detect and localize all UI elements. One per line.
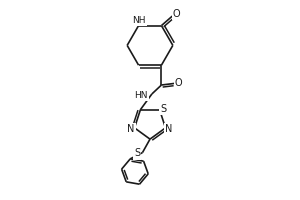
Text: S: S bbox=[160, 104, 166, 114]
Text: HN: HN bbox=[134, 91, 148, 100]
Text: O: O bbox=[173, 9, 181, 19]
Text: N: N bbox=[127, 124, 135, 134]
Text: S: S bbox=[134, 148, 140, 158]
Text: O: O bbox=[175, 78, 182, 88]
Text: N: N bbox=[165, 124, 173, 134]
Text: NH: NH bbox=[132, 16, 145, 25]
